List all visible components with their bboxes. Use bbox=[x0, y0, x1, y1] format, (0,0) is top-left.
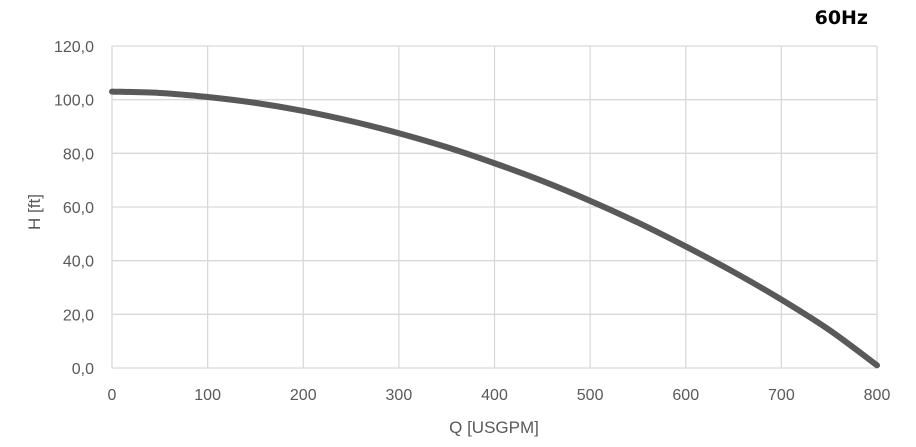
y-tick-label: 120,0 bbox=[54, 39, 94, 56]
y-axis-label: H [ft] bbox=[25, 194, 44, 230]
x-axis-label: Q [USGPM] bbox=[449, 418, 539, 437]
x-tick-label: 300 bbox=[386, 387, 413, 404]
x-tick-label: 400 bbox=[481, 387, 508, 404]
series-group bbox=[109, 88, 880, 369]
y-tick-label: 40,0 bbox=[63, 254, 94, 271]
y-tick-label: 20,0 bbox=[63, 307, 94, 324]
x-tick-label: 200 bbox=[290, 387, 317, 404]
x-tick-label: 100 bbox=[194, 387, 221, 404]
x-tick-label: 600 bbox=[672, 387, 699, 404]
x-tick-label: 0 bbox=[108, 387, 117, 404]
chart-title: 60Hz bbox=[815, 7, 868, 29]
x-tick-label: 700 bbox=[768, 387, 795, 404]
y-tick-label: 0,0 bbox=[72, 361, 94, 378]
y-axis-ticks: 0,0 20,0 40,0 60,0 80,0 100,0 120,0 bbox=[54, 39, 94, 378]
grid-lines bbox=[111, 45, 878, 369]
x-axis-ticks: 0 100 200 300 400 500 600 700 800 bbox=[108, 387, 891, 404]
x-tick-label: 500 bbox=[577, 387, 604, 404]
y-tick-label: 60,0 bbox=[63, 200, 94, 217]
series-line bbox=[109, 88, 880, 369]
y-tick-label: 80,0 bbox=[63, 146, 94, 163]
y-tick-label: 100,0 bbox=[54, 93, 94, 110]
x-tick-label: 800 bbox=[864, 387, 891, 404]
